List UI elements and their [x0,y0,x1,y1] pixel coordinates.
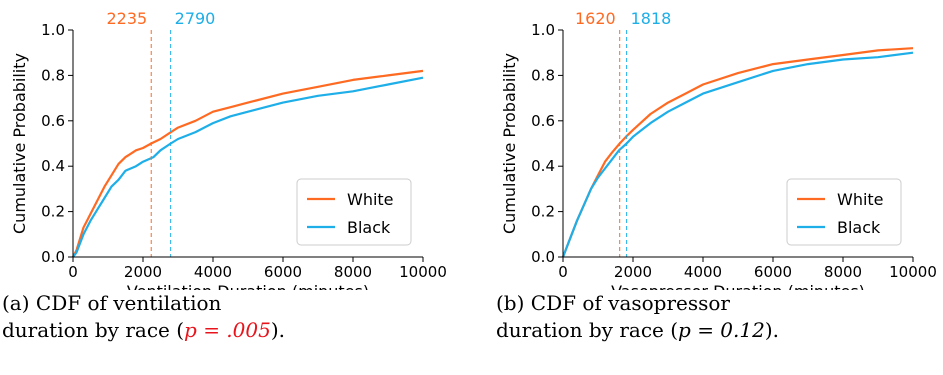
ventilation-ytick-label: 0.2 [41,203,65,221]
figure-canvas: 2235 2790 0.0 0.2 0.4 0.6 0.8 1.0 0 2000 4000 6000 8… [10,9,937,290]
caption-a-line2: duration by race (p = .005). [2,317,285,344]
vasopressor-legend-label-white: White [837,190,884,209]
vasopressor-chart: 1620 1818 0.0 0.2 0.4 0.6 0.8 1.0 0 2000 4000 6000 8… [500,9,937,290]
ventilation-legend-box [296,178,412,246]
ventilation-chart: 2235 2790 0.0 0.2 0.4 0.6 0.8 1.0 0 2000 4000 6000 8… [10,9,447,290]
vasopressor-xtick-label: 2000 [614,263,652,281]
caption-a-line1: (a) CDF of ventilation [2,291,222,315]
ventilation-xtick-label: 8000 [334,263,372,281]
vasopressor-legend-label-black: Black [837,218,881,237]
ventilation-line-white [72,69,424,258]
vasopressor-y-axis-label: Cumulative Probability [500,53,519,234]
caption-a-text: duration by race ( [2,318,185,342]
vasopressor-ytick-label: 0.8 [531,66,555,84]
caption-a-p-value: p = .005 [184,318,271,342]
vasopressor-xtick-label: 10000 [889,263,937,281]
vasopressor-xtick-label: 6000 [754,263,792,281]
ventilation-xtick-label: 6000 [264,263,302,281]
vasopressor-x-axis-label: Vasopressor Duration (minutes) [611,282,865,290]
ventilation-line-black [72,76,424,258]
caption-b-line2: duration by race (p = 0.12). [496,317,779,344]
vasopressor-xtick-label: 0 [558,263,568,281]
ventilation-ytick-label: 0.8 [41,66,65,84]
ventilation-legend-label-black: Black [347,218,391,237]
ventilation-median-label-2790: 2790 [175,9,216,28]
ventilation-ytick-label: 0.4 [41,157,65,175]
caption-b-end: ). [764,318,780,342]
vasopressor-legend: White Black [786,178,902,246]
vasopressor-ytick-label: 0.4 [531,157,555,175]
caption-b-p-value: p = 0.12 [678,318,765,342]
ventilation-ytick-label: 0.0 [41,248,65,266]
vasopressor-ytick-label: 0.0 [531,248,555,266]
ventilation-xtick-label: 4000 [194,263,232,281]
ventilation-legend-label-white: White [347,190,394,209]
ventilation-xtick-label: 2000 [124,263,162,281]
ventilation-x-axis-label: Ventilation Duration (minutes) [127,282,369,290]
ventilation-ytick-label: 0.6 [41,112,65,130]
ventilation-xtick-label: 0 [68,263,78,281]
vasopressor-line-black [561,51,914,258]
ventilation-median-label-2235: 2235 [107,9,148,28]
caption-b-text: duration by race ( [496,318,679,342]
caption-b: (b) CDF of vasopressor duration by race … [496,290,779,344]
ventilation-ytick-label: 1.0 [41,21,65,39]
ventilation-xtick-label: 10000 [399,263,447,281]
vasopressor-xtick-label: 4000 [684,263,722,281]
vasopressor-median-label-1818: 1818 [631,9,672,28]
vasopressor-ytick-label: 1.0 [531,21,555,39]
caption-b-line1: (b) CDF of vasopressor [496,291,730,315]
vasopressor-legend-box [786,178,902,246]
ventilation-y-axis-label: Cumulative Probability [10,53,29,234]
ventilation-legend: White Black [296,178,412,246]
vasopressor-median-label-1620: 1620 [575,9,616,28]
caption-a: (a) CDF of ventilation duration by race … [2,290,285,344]
vasopressor-xtick-label: 8000 [824,263,862,281]
vasopressor-ytick-label: 0.6 [531,112,555,130]
caption-a-end: ). [270,318,286,342]
vasopressor-ytick-label: 0.2 [531,203,555,221]
